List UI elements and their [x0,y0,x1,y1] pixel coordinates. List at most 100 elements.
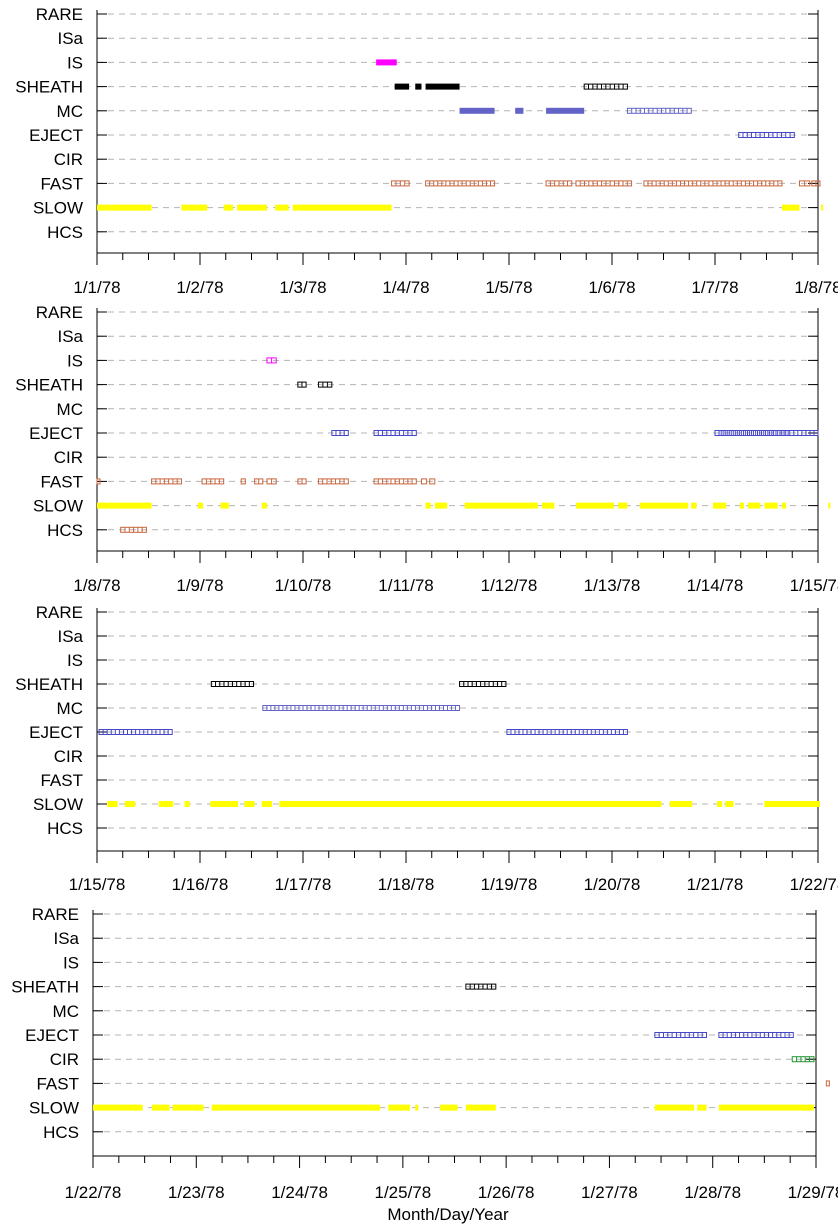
interval-bar-fast [429,478,436,485]
interval-bar-fast [240,478,246,485]
interval-bar-slow [97,502,152,509]
x-tick-label: 1/24/78 [271,1183,328,1202]
category-label-cir: CIR [50,1050,79,1069]
category-label-sheath: SHEATH [15,78,83,97]
interval-bar-slow [781,204,800,211]
x-tick-label: 1/14/78 [687,576,744,595]
x-tick-label: 1/29/78 [788,1183,838,1202]
interval-bar-slow [261,502,267,509]
interval-bar-slow [739,502,744,509]
category-label-sheath: SHEATH [15,376,83,395]
x-tick-label: 1/4/78 [382,278,429,297]
panel-1: RARE ISa IS SHEATH MC EJECT CIR FAST SLOW HCS 1/1/… [15,5,838,297]
category-label-eject: EJECT [29,424,83,443]
interval-bar-slow [541,502,555,509]
interval-bar-slow [764,502,778,509]
interval-bar-fast [201,478,225,485]
category-label-rare: RARE [36,5,83,24]
x-tick-label: 1/7/78 [691,278,738,297]
interval-bar-slow [184,801,190,807]
x-tick-label: 1/8/78 [794,278,838,297]
x-axis-title: Month/Day/Year [387,1205,509,1224]
interval-bar-fast [317,478,349,485]
interval-bar-mc [459,107,495,114]
category-label-is: IS [67,351,83,370]
x-tick-label: 1/19/78 [481,875,538,894]
interval-bar-slow [237,204,267,211]
x-tick-label: 1/18/78 [378,875,435,894]
interval-bar-slow [279,801,662,807]
interval-bar-slow [223,204,233,211]
interval-bar-slow [275,204,289,211]
interval-bar-slow [158,801,174,807]
category-label-fast: FAST [40,174,83,193]
interval-bar-slow [465,1104,496,1111]
interval-bar-slow [124,801,136,807]
category-label-isa: ISa [57,29,83,48]
interval-bar-cir [791,1056,815,1063]
interval-bar-slow [107,801,118,807]
interval-bar-fast [425,180,496,187]
interval-bar-slow [415,1104,419,1111]
x-tick-label: 1/6/78 [588,278,635,297]
category-label-fast: FAST [40,771,83,790]
category-label-slow: SLOW [33,497,83,516]
interval-bar-slow [181,204,208,211]
category-label-hcs: HCS [47,521,83,540]
category-label-is: IS [63,953,79,972]
interval-bar-slow [764,801,820,807]
interval-bar-mc [515,107,524,114]
interval-bar-fast [575,180,633,187]
category-label-rare: RARE [32,905,79,924]
interval-bar-slow [97,204,152,211]
x-tick-label: 1/12/78 [481,576,538,595]
panel-3: RARE ISa IS SHEATH MC EJECT CIR FAST SLOW HCS 1/15… [15,603,838,894]
category-label-sheath: SHEATH [11,978,79,997]
interval-bar-fast [825,1080,830,1087]
category-label-is: IS [67,53,83,72]
interval-bar-slow [151,1104,170,1111]
category-label-hcs: HCS [47,223,83,242]
x-tick-label: 1/21/78 [687,875,744,894]
x-tick-label: 1/5/78 [485,278,532,297]
interval-bar-fast [96,478,101,485]
interval-bar-slow [425,502,431,509]
interval-bar-mc [262,705,461,711]
x-tick-label: 1/2/78 [176,278,223,297]
category-label-fast: FAST [36,1074,79,1093]
interval-bar-slow [388,1104,411,1111]
category-label-cir: CIR [54,150,83,169]
category-label-isa: ISa [57,627,83,646]
interval-bar-slow [712,502,727,509]
x-tick-label: 1/22/78 [790,875,838,894]
category-label-sheath: SHEATH [15,675,83,694]
interval-bar-fast [151,478,182,485]
category-label-cir: CIR [54,448,83,467]
category-label-hcs: HCS [47,819,83,838]
interval-bar-slow [93,1104,143,1111]
category-label-mc: MC [57,400,83,419]
interval-bar-slow [618,502,628,509]
interval-bar-sheath [459,681,507,687]
category-label-eject: EJECT [29,126,83,145]
category-label-eject: EJECT [25,1026,79,1045]
interval-bar-mc [626,107,692,114]
interval-bar-fast [420,478,428,485]
category-label-mc: MC [57,102,83,121]
interval-bar-slow [172,1104,204,1111]
category-label-eject: EJECT [29,723,83,742]
category-label-slow: SLOW [33,795,83,814]
interval-bar-sheath [317,381,333,388]
category-label-hcs: HCS [43,1123,79,1142]
x-tick-label: 1/23/78 [168,1183,225,1202]
interval-bar-slow [717,801,723,807]
category-label-mc: MC [57,699,83,718]
interval-bar-slow [464,502,538,509]
x-tick-label: 1/28/78 [684,1183,741,1202]
panel-2: RARE ISa IS SHEATH MC EJECT CIR FAST SLOW HCS 1/8/… [15,303,838,595]
x-tick-label: 1/27/78 [581,1183,638,1202]
category-label-cir: CIR [54,747,83,766]
x-tick-label: 1/13/78 [584,576,641,595]
interval-bar-sheath [394,83,410,90]
